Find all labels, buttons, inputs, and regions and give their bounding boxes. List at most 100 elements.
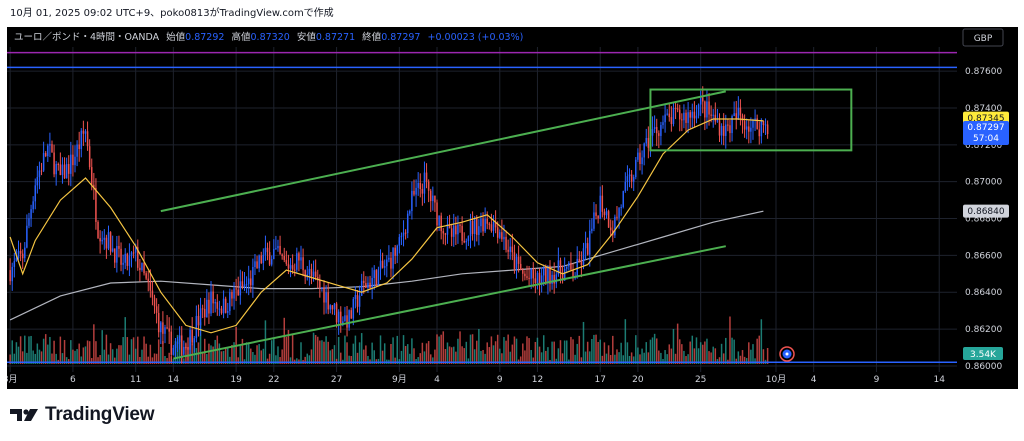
candle-body (168, 328, 170, 332)
volume-bar (360, 333, 363, 364)
volume-bar (632, 356, 635, 364)
candle-body (699, 97, 702, 105)
volume-bar (427, 341, 430, 364)
candle-body (524, 273, 526, 277)
legend-low: 0.87271 (316, 32, 355, 43)
candle-body (381, 260, 384, 268)
candle-body (432, 195, 434, 202)
candle-body (568, 262, 570, 267)
candle-body (40, 170, 43, 172)
candle-body (333, 303, 336, 310)
volume-bar (122, 337, 124, 364)
volume-bar (651, 337, 654, 364)
volume-bar (572, 339, 574, 364)
currency-label[interactable]: GBP (974, 34, 993, 44)
candle-body (578, 258, 581, 262)
candle-body (685, 112, 687, 123)
volume-bar (662, 359, 664, 364)
candle-body (342, 321, 344, 324)
candle-body (720, 125, 723, 136)
volume-bar (300, 342, 302, 364)
candle-body (549, 265, 551, 284)
candle-body (185, 346, 187, 348)
volume-bar (222, 350, 225, 364)
candle-body (417, 182, 419, 188)
volume-bar (268, 353, 271, 364)
horizontal-lines[interactable] (7, 51, 957, 364)
time-tick-label: 9月 (392, 374, 407, 385)
candle-body (434, 195, 436, 203)
candle-body (42, 153, 45, 171)
volume-bar (266, 358, 269, 364)
drawings[interactable] (160, 88, 853, 360)
candle-body (702, 97, 704, 102)
volume-bar (340, 352, 342, 364)
volume-bar (486, 342, 488, 364)
candle-body (235, 288, 237, 290)
volume-bar (578, 335, 581, 364)
candle-body (509, 246, 511, 252)
candle-body (337, 311, 340, 323)
candle-body (141, 262, 143, 271)
candle-body (365, 283, 367, 288)
volume-bar (473, 349, 476, 364)
volume-bar (160, 346, 162, 364)
volume-bar (277, 346, 279, 364)
volume-bar (526, 336, 528, 364)
candle-body (300, 257, 302, 261)
volume-bar (323, 341, 325, 364)
volume-bar (484, 353, 486, 364)
volume-bar (681, 344, 683, 364)
volume-bar (128, 354, 131, 364)
volume-bar (34, 353, 36, 364)
time-axis[interactable]: 8月 6 11 14 19 22 27 9月 4 9 12 17 20 25 10月 4 9 14 (3, 374, 945, 385)
legend-close: 0.87297 (381, 32, 420, 43)
volume-bar (710, 352, 712, 364)
volume-bar (678, 339, 681, 364)
volume-bar (494, 341, 497, 364)
candle-body (494, 221, 497, 228)
candle-body (563, 268, 566, 281)
candle-body (51, 144, 53, 153)
volume-bar (522, 343, 524, 364)
candle-body (323, 287, 325, 303)
candle-body (128, 255, 131, 266)
candle-body (160, 322, 162, 333)
price-axis[interactable]: 0.87600 0.87400 0.87200 0.87000 0.86800 0.866… (965, 67, 1002, 372)
candle-body (390, 257, 392, 269)
goto-realtime-icon[interactable] (779, 346, 795, 362)
volume-bar (116, 348, 118, 364)
candle-body (53, 152, 55, 175)
candle-body (57, 164, 60, 166)
candle-body (222, 298, 225, 314)
candle-body (233, 288, 235, 299)
currency-button[interactable]: GBP (962, 28, 1004, 47)
candle-body (93, 184, 95, 189)
volume-bar (626, 342, 629, 364)
candle-body (354, 294, 357, 300)
volume-bar (153, 353, 156, 364)
volume-bar (262, 348, 265, 364)
candle-body (28, 218, 30, 226)
candle-body (36, 177, 39, 186)
candle-body (360, 280, 363, 296)
candle-body (260, 255, 262, 264)
volume-bar (195, 348, 198, 364)
candle-body (386, 259, 388, 267)
current-price-badge (963, 120, 1009, 145)
volume-bar (423, 351, 426, 364)
volume-bar (258, 344, 260, 364)
candle-body (672, 107, 675, 124)
candle-body (444, 233, 447, 235)
volume-bar (570, 336, 572, 364)
candle-body (643, 143, 645, 158)
volume-bar (530, 349, 532, 364)
volume-bar (737, 351, 740, 364)
volume-bar (603, 342, 606, 364)
candle-body (218, 308, 221, 310)
price-chart[interactable]: ユーロ／ポンド・4時間・OANDA 始値0.87292 高値0.87320 安値… (3, 27, 1018, 389)
tradingview-logo[interactable]: TradingView (10, 404, 155, 426)
candle-body (126, 253, 129, 266)
volume-badge (963, 347, 1003, 360)
candle-body (95, 188, 97, 222)
